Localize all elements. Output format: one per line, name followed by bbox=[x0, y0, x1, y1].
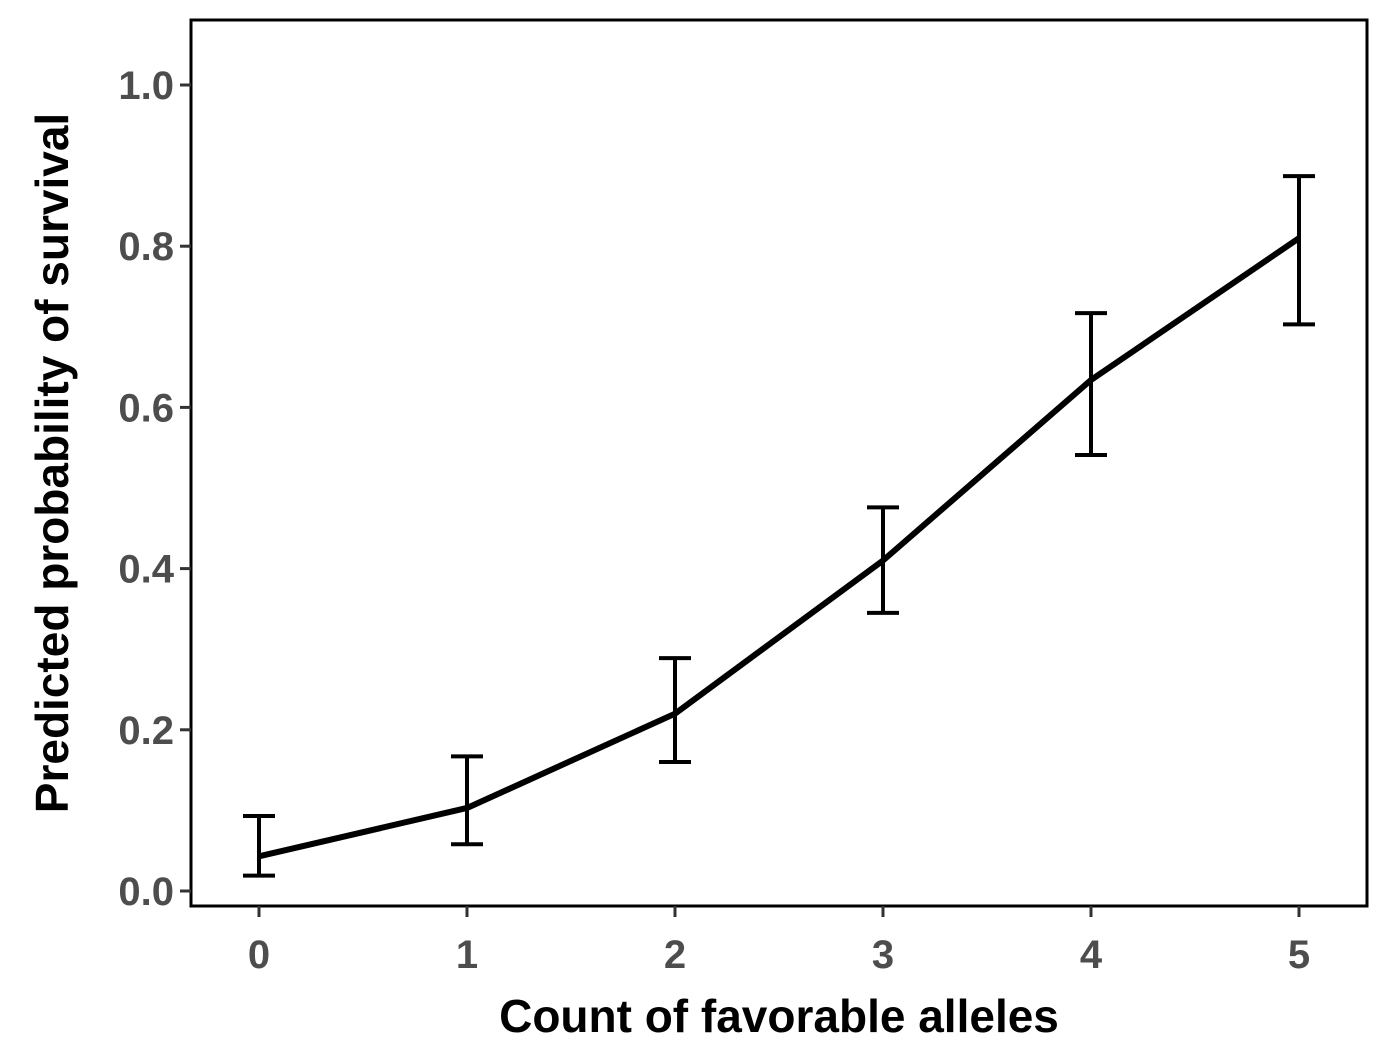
y-axis-title: Predicted probability of survival bbox=[26, 113, 78, 813]
x-tick-label: 3 bbox=[872, 933, 894, 977]
x-tick-label: 5 bbox=[1288, 933, 1310, 977]
x-tick-label: 0 bbox=[248, 933, 270, 977]
x-tick-label: 4 bbox=[1080, 933, 1103, 977]
x-axis-title: Count of favorable alleles bbox=[499, 990, 1059, 1042]
y-tick-label: 0.4 bbox=[118, 548, 174, 592]
x-tick-label: 1 bbox=[456, 933, 478, 977]
x-axis-ticks: 0 1 2 3 4 5 bbox=[248, 906, 1310, 977]
error-bars bbox=[243, 174, 1315, 878]
plot-panel-border bbox=[189, 18, 1369, 908]
y-tick-label: 1.0 bbox=[118, 64, 174, 108]
y-tick-label: 0.6 bbox=[118, 386, 174, 430]
y-tick-label: 0.0 bbox=[118, 870, 174, 914]
y-tick-label: 0.2 bbox=[118, 709, 174, 753]
y-tick-label: 0.8 bbox=[118, 225, 174, 269]
y-axis-ticks: 0.0 0.2 0.4 0.6 0.8 1.0 bbox=[118, 64, 191, 914]
series-line bbox=[258, 235, 1301, 860]
x-tick-label: 2 bbox=[664, 933, 686, 977]
